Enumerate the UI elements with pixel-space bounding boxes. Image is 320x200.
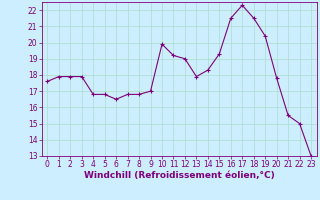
- X-axis label: Windchill (Refroidissement éolien,°C): Windchill (Refroidissement éolien,°C): [84, 171, 275, 180]
